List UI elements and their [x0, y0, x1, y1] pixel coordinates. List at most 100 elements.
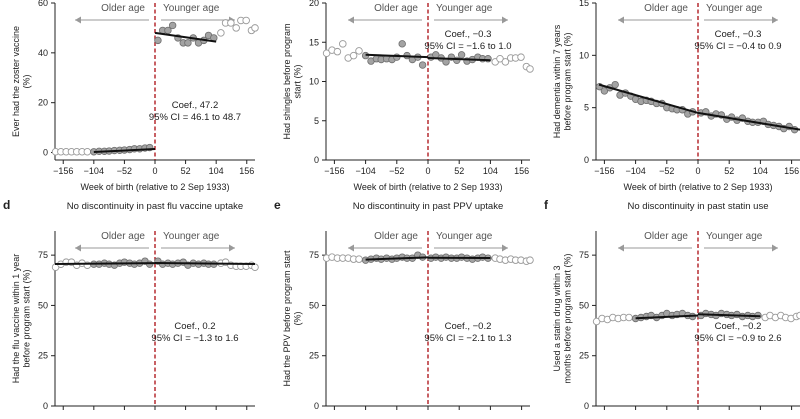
older-age-arrow-head	[75, 244, 81, 252]
x-tick-label: 156	[514, 166, 529, 176]
x-tick-label: 52	[181, 166, 191, 176]
younger-age-arrow-head	[229, 244, 235, 252]
fit-line-right	[427, 56, 491, 62]
ci-label: 95% CI = −0.9 to 2.6	[694, 333, 781, 344]
panel-title: No discontinuity in past flu vaccine upt…	[67, 201, 243, 212]
x-tick-label: 104	[483, 166, 498, 176]
older-age-label: Older age	[644, 3, 688, 14]
fit-line-left	[54, 262, 156, 265]
y-axis-label-line: (%)	[293, 312, 303, 326]
y-axis-label-line: Had shingles before program	[282, 23, 292, 139]
data-point-inside	[418, 61, 427, 69]
coef-label: Coef., −0.3	[445, 29, 492, 40]
data-point-outside	[232, 24, 240, 32]
y-tick-label: 0	[43, 148, 48, 158]
y-tick-label: 0	[584, 155, 589, 165]
fit-line-right	[697, 313, 761, 318]
older-age-label: Older age	[644, 231, 688, 242]
x-tick-label: −156	[324, 166, 344, 176]
x-tick-label: −52	[659, 166, 674, 176]
panel-a: 0 20 40 60 −156 −104 −52 0 52 104 156 Week of birth…	[11, 0, 259, 192]
data-point-inside	[164, 26, 172, 35]
x-tick-label: 52	[454, 166, 464, 176]
data-point-inside	[393, 53, 401, 61]
y-tick-label: 0	[43, 401, 48, 411]
x-tick-label: −156	[594, 166, 614, 176]
younger-age-label: Younger age	[436, 3, 493, 14]
coef-label: Coef., 0.2	[174, 321, 215, 332]
y-axis-label-line: (%)	[22, 75, 32, 89]
panel-d: 0 25 50 75 Had the flu vaccine within 1 year…	[3, 198, 259, 411]
coef-label: Coef., −0.3	[715, 29, 762, 40]
y-tick-label: 75	[38, 250, 48, 260]
y-axis-label-line: Had the PPV before program start	[282, 250, 292, 387]
y-tick-label: 15	[309, 37, 319, 47]
y-tick-label: 0	[314, 155, 319, 165]
older-age-arrow-head	[618, 16, 624, 24]
fit-line-left	[365, 53, 429, 59]
panel-c: 0 5 10 15 −156 −104 −52 0 52 104 156 Week of birth …	[552, 0, 800, 192]
y-tick-label: 75	[309, 250, 319, 260]
y-tick-label: 20	[309, 0, 319, 8]
panel-letter: f	[544, 198, 549, 212]
data-point-outside	[517, 53, 525, 61]
older-age-arrow-head	[618, 244, 624, 252]
ci-label: 95% CI = −1.6 to 1.0	[424, 41, 511, 52]
data-point-outside	[496, 54, 504, 63]
panel-title: No discontinuity in past statin use	[628, 201, 769, 212]
data-point-outside	[251, 24, 259, 32]
fit-line-left	[635, 314, 699, 320]
data-point-outside	[242, 16, 250, 25]
y-axis-label-line: Had dementia within 7 years	[552, 24, 562, 138]
fit-line-left	[93, 148, 156, 154]
panel-b: 0 5 10 15 20 −156 −104 −52 0 52 104 156 Week of birt…	[282, 0, 534, 192]
older-age-arrow-head	[348, 244, 354, 252]
y-axis-label: Had dementia within 7 years before progra…	[552, 24, 573, 138]
y-axis-label-line: before program start (%)	[563, 32, 573, 130]
ci-label: 95% CI = −1.3 to 1.6	[151, 333, 238, 344]
y-tick-label: 75	[579, 250, 589, 260]
x-tick-label: 104	[209, 166, 224, 176]
data-point-outside	[501, 58, 510, 66]
fit-line-right	[154, 31, 217, 43]
x-tick-label: 52	[724, 166, 734, 176]
older-age-label: Older age	[101, 3, 145, 14]
x-tick-label: 156	[784, 166, 799, 176]
y-tick-label: 15	[579, 0, 589, 8]
coef-label: Coef., −0.2	[445, 321, 492, 332]
data-point-outside	[625, 313, 633, 322]
coef-label: Coef., −0.2	[715, 321, 762, 332]
panel-title: No discontinuity in past PPV uptake	[353, 201, 504, 212]
y-axis-label-line: start (%)	[293, 64, 303, 98]
x-tick-label: −104	[625, 166, 645, 176]
data-point-outside	[83, 148, 92, 156]
data-point-outside	[333, 47, 342, 56]
fit-line-left	[365, 256, 429, 261]
y-tick-label: 0	[314, 401, 319, 411]
x-axis-label: Week of birth (relative to 2 Sep 1933)	[354, 182, 503, 192]
fit-line-left	[598, 83, 699, 114]
x-axis-label: Week of birth (relative to 2 Sep 1933)	[624, 182, 773, 192]
fit-line-right	[697, 111, 800, 131]
y-tick-label: 40	[38, 48, 48, 58]
data-point-outside	[322, 49, 331, 57]
data-point-outside	[355, 255, 363, 263]
data-point-outside	[526, 256, 534, 264]
y-tick-label: 50	[579, 300, 589, 310]
younger-age-arrow-head	[772, 16, 778, 24]
data-point-outside	[526, 65, 534, 73]
y-axis-label: Had the flu vaccine within 1 year before …	[11, 254, 32, 384]
y-tick-label: 60	[38, 0, 48, 8]
y-tick-label: 10	[579, 50, 589, 60]
younger-age-label: Younger age	[706, 231, 763, 242]
ci-label: 95% CI = −0.4 to 0.9	[694, 41, 781, 52]
data-point-inside	[168, 21, 177, 30]
y-axis-label: Had shingles before program start (%)	[282, 23, 303, 139]
data-point-inside	[611, 80, 619, 89]
panel-letter: d	[3, 198, 10, 212]
ci-label: 95% CI = −2.1 to 1.3	[424, 333, 511, 344]
ci-label: 95% CI = 46.1 to 48.7	[149, 112, 241, 123]
x-tick-label: −104	[84, 166, 104, 176]
y-tick-label: 25	[38, 351, 48, 361]
y-axis-label-line: before program start (%)	[22, 269, 32, 367]
